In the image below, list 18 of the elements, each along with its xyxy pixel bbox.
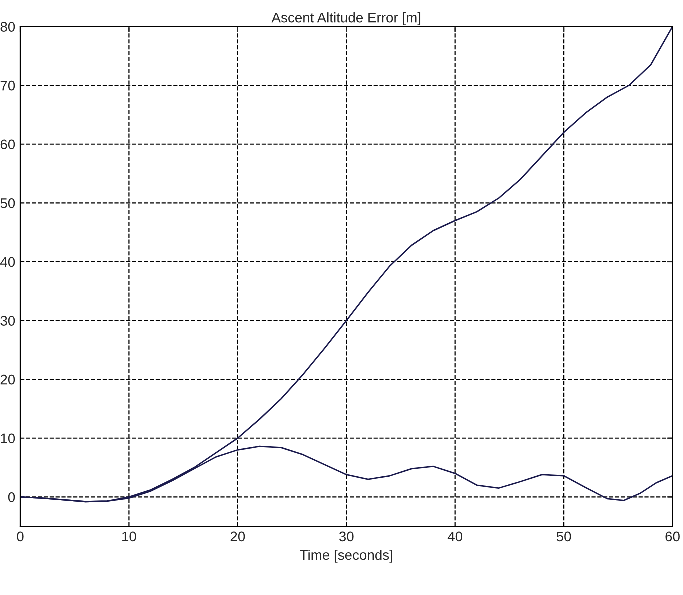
x-tick-label: 50 xyxy=(556,532,572,542)
y-tick-label: 0 xyxy=(8,492,16,502)
x-tick-label: 20 xyxy=(230,532,246,542)
x-tick-label: 40 xyxy=(448,532,463,542)
y-tick-label: 20 xyxy=(0,374,16,385)
x-tick-label: 10 xyxy=(122,532,136,542)
x-tick-label: 30 xyxy=(339,532,354,542)
y-tick-label: 50 xyxy=(0,198,16,208)
x-tick-label: 60 xyxy=(666,532,680,542)
y-tick-label: 80 xyxy=(0,22,16,32)
x-axis-title: Time [seconds] xyxy=(300,550,392,563)
y-tick-label: 70 xyxy=(0,80,16,91)
y-tick-label: 30 xyxy=(0,316,16,326)
y-tick-label: 40 xyxy=(0,257,16,268)
y-tick-label: 10 xyxy=(1,434,16,444)
y-tick-label: 60 xyxy=(0,140,16,150)
chart-title: Ascent Altitude Error [m] xyxy=(272,12,421,26)
x-tick-label: 0 xyxy=(17,532,24,542)
